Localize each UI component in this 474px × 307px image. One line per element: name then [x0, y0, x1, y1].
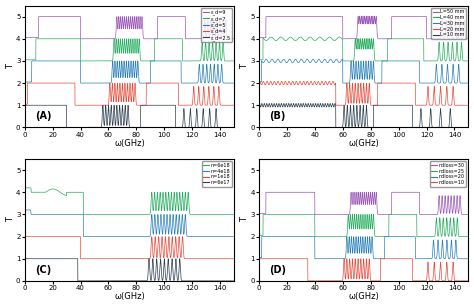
Y-axis label: T: T	[6, 64, 15, 69]
X-axis label: ω(GHz): ω(GHz)	[114, 293, 145, 301]
Legend: n=6e18, n=4e18, n=1e18, n=6e17: n=6e18, n=4e18, n=1e18, n=6e17	[202, 161, 232, 187]
Text: (C): (C)	[35, 265, 51, 275]
Text: (D): (D)	[269, 265, 286, 275]
X-axis label: ω(GHz): ω(GHz)	[348, 139, 379, 148]
Text: (A): (A)	[35, 111, 52, 121]
Text: (B): (B)	[269, 111, 286, 121]
Legend: L=50 mm, L=40 mm, L=30 mm, L=20 mm, L=10 mm: L=50 mm, L=40 mm, L=30 mm, L=20 mm, L=10…	[431, 8, 466, 39]
Y-axis label: T: T	[240, 64, 249, 69]
Legend: ε_d=9, ε_d=7, ε_d=5, ε_d=4, ε_d=2.5: ε_d=9, ε_d=7, ε_d=5, ε_d=4, ε_d=2.5	[201, 8, 232, 42]
X-axis label: ω(GHz): ω(GHz)	[114, 139, 145, 148]
Legend: ndloss=30, ndloss=25, ndloss=20, ndloss=10: ndloss=30, ndloss=25, ndloss=20, ndloss=…	[430, 161, 466, 187]
Y-axis label: T: T	[240, 217, 249, 223]
X-axis label: ω(GHz): ω(GHz)	[348, 293, 379, 301]
Y-axis label: T: T	[6, 217, 15, 223]
